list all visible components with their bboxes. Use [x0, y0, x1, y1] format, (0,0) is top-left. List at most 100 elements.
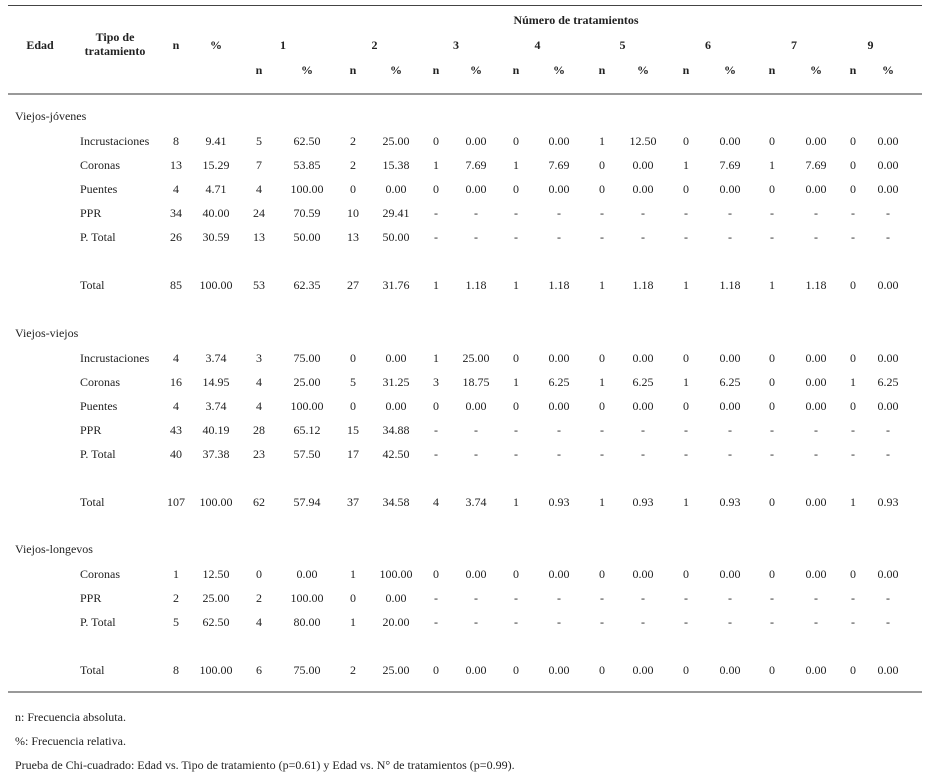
table-row-label: PPR [80, 423, 102, 437]
table-row-cell: 50.00 [382, 230, 410, 244]
table-row-cell: 0 [599, 182, 605, 196]
total-row-cell: 1 [683, 495, 689, 509]
table-row-cell: 31.25 [382, 375, 410, 389]
table-row-cell: 0.00 [719, 182, 741, 196]
table-row-cell: - [851, 206, 855, 220]
total-row-cell: 1 [513, 495, 519, 509]
table-row-cell: 0 [433, 567, 439, 581]
table-row-cell: 0.00 [385, 399, 407, 413]
table-row-cell: 7 [256, 158, 262, 172]
table-row-cell: 0.00 [548, 567, 570, 581]
subheader-n: n [512, 63, 520, 77]
table-row-cell: 20.00 [382, 615, 410, 629]
table-row-cell: - [557, 206, 561, 220]
subheader-n: n [598, 63, 606, 77]
table-row-cell: 26 [170, 230, 182, 244]
table-row-cell: 0.00 [632, 182, 654, 196]
table-row-cell: 0 [433, 399, 439, 413]
total-row-cell: 0 [513, 663, 519, 677]
table-row-cell: 0.00 [719, 399, 741, 413]
total-row-cell: 62.35 [293, 278, 321, 292]
table-row-cell: 0 [769, 351, 775, 365]
total-row-cell: 1 [513, 278, 519, 292]
table-row-cell: - [600, 206, 604, 220]
table-row-cell: 0 [769, 182, 775, 196]
total-row-cell: 34.58 [382, 495, 410, 509]
table-row-cell: 53.85 [293, 158, 321, 172]
total-row-label: Total [80, 278, 105, 292]
table-row-cell: 0 [769, 134, 775, 148]
table-row-cell: 4 [173, 399, 179, 413]
total-row-cell: 0.00 [719, 663, 741, 677]
table-row-cell: - [684, 423, 688, 437]
table-row-cell: - [770, 423, 774, 437]
header-tipo: Tipo de tratamiento [84, 30, 146, 58]
table-row-cell: 7.69 [805, 158, 827, 172]
table-row-cell: 0 [683, 182, 689, 196]
footnote: Prueba de Chi-cuadrado: Edad vs. Tipo de… [15, 758, 515, 772]
total-row-cell: 1 [599, 278, 605, 292]
table-row-cell: 75.00 [293, 351, 321, 365]
table-row-cell: 0.00 [805, 182, 827, 196]
table-row-cell: - [684, 447, 688, 461]
table-row-cell: 2 [350, 158, 356, 172]
table-row-label: Incrustaciones [80, 134, 150, 148]
table-row-cell: 62.50 [293, 134, 321, 148]
total-row-cell: 0.00 [632, 663, 654, 677]
table-row-cell: 0 [850, 399, 856, 413]
table-row-cell: 4 [256, 615, 262, 629]
table-row-cell: - [886, 423, 890, 437]
total-row-cell: 31.76 [382, 278, 410, 292]
table-row-cell: 14.95 [202, 375, 230, 389]
table-row-cell: 0.00 [805, 567, 827, 581]
table-row-cell: 0.00 [877, 567, 899, 581]
table-row-cell: - [641, 230, 645, 244]
table-row-cell: - [728, 447, 732, 461]
table-row-cell: - [684, 206, 688, 220]
table-row-cell: - [641, 591, 645, 605]
table-row-label: PPR [80, 591, 102, 605]
table-row-label: P. Total [80, 615, 116, 629]
table-row-cell: - [728, 206, 732, 220]
table-row-cell: 0.00 [805, 134, 827, 148]
total-row-cell: 0.00 [465, 663, 487, 677]
table-row-cell: - [600, 591, 604, 605]
subheader-pct: % [882, 63, 894, 77]
table-row-cell: 17 [347, 447, 359, 461]
table-row-cell: - [851, 615, 855, 629]
subheader-pct: % [301, 63, 313, 77]
total-row-cell: 37 [347, 495, 359, 509]
header-group-6: 6 [705, 38, 711, 52]
total-row-cell: 100.00 [199, 495, 233, 509]
total-row-cell: 0.93 [719, 495, 741, 509]
table-row-cell: 1 [433, 158, 439, 172]
table-row-cell: 6.25 [632, 375, 654, 389]
table-row-cell: 25.00 [382, 134, 410, 148]
subheader-n: n [849, 63, 857, 77]
table-row-cell: - [770, 615, 774, 629]
table-row-cell: 16 [170, 375, 182, 389]
table-row-cell: 12.50 [629, 134, 657, 148]
table-row-label: Coronas [80, 158, 120, 172]
table-row-cell: 3 [256, 351, 262, 365]
table-row-cell: - [514, 447, 518, 461]
table-row-cell: - [434, 591, 438, 605]
table-row-cell: 0.00 [877, 182, 899, 196]
table-row-cell: - [600, 447, 604, 461]
table-row-cell: - [514, 423, 518, 437]
table-row-cell: 0.00 [877, 351, 899, 365]
table-row-cell: 2 [173, 591, 179, 605]
table-row-cell: - [434, 423, 438, 437]
header-numero-tratamientos: Número de tratamientos [513, 13, 639, 27]
table-row-cell: - [728, 230, 732, 244]
table-row-cell: 0.00 [385, 591, 407, 605]
table-row-cell: 0.00 [877, 399, 899, 413]
total-row-cell: 1 [683, 278, 689, 292]
table-row-cell: - [728, 423, 732, 437]
table-row-cell: - [474, 615, 478, 629]
table-row-cell: 70.59 [293, 206, 321, 220]
table-row-cell: 7.69 [548, 158, 570, 172]
total-row-cell: 27 [347, 278, 359, 292]
table-row-cell: 50.00 [293, 230, 321, 244]
table-row-cell: - [886, 206, 890, 220]
